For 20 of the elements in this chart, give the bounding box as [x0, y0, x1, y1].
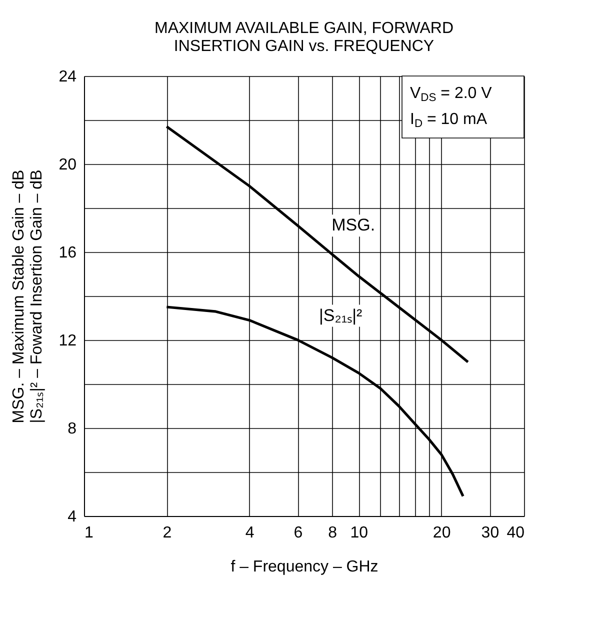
y-tick-label: 16 — [58, 244, 77, 262]
annotation: |S₂₁ₛ|² — [319, 306, 363, 325]
x-tick-label: 1 — [84, 524, 94, 542]
x-tick-label: 10 — [350, 524, 368, 542]
y-tick-label: 24 — [58, 68, 77, 86]
chart-title: MAXIMUM AVAILABLE GAIN, FORWARD INSERTION GAIN vs. FREQUENCY — [154, 20, 454, 55]
x-tick-label: 40 — [506, 524, 525, 542]
y-tick-label: 20 — [58, 156, 77, 174]
y-axis-title: MSG. – Maximum Stable Gain – dB |S₂₁ₛ|² – Foward Insertion Gain – dB — [10, 170, 46, 424]
x-axis-title: f – Frequency – GHz — [230, 558, 378, 576]
y-tick-label: 4 — [68, 508, 77, 526]
x-tick-label: 30 — [481, 524, 500, 542]
x-tick-label: 2 — [162, 524, 172, 542]
annotation: MSG. — [332, 216, 376, 235]
y-tick-label: 8 — [68, 420, 77, 438]
x-tick-label: 8 — [328, 524, 338, 542]
y-tick-label: 12 — [58, 332, 77, 350]
x-tick-label: 4 — [245, 524, 254, 542]
x-tick-label: 20 — [432, 524, 451, 542]
x-tick-label: 6 — [294, 524, 303, 542]
